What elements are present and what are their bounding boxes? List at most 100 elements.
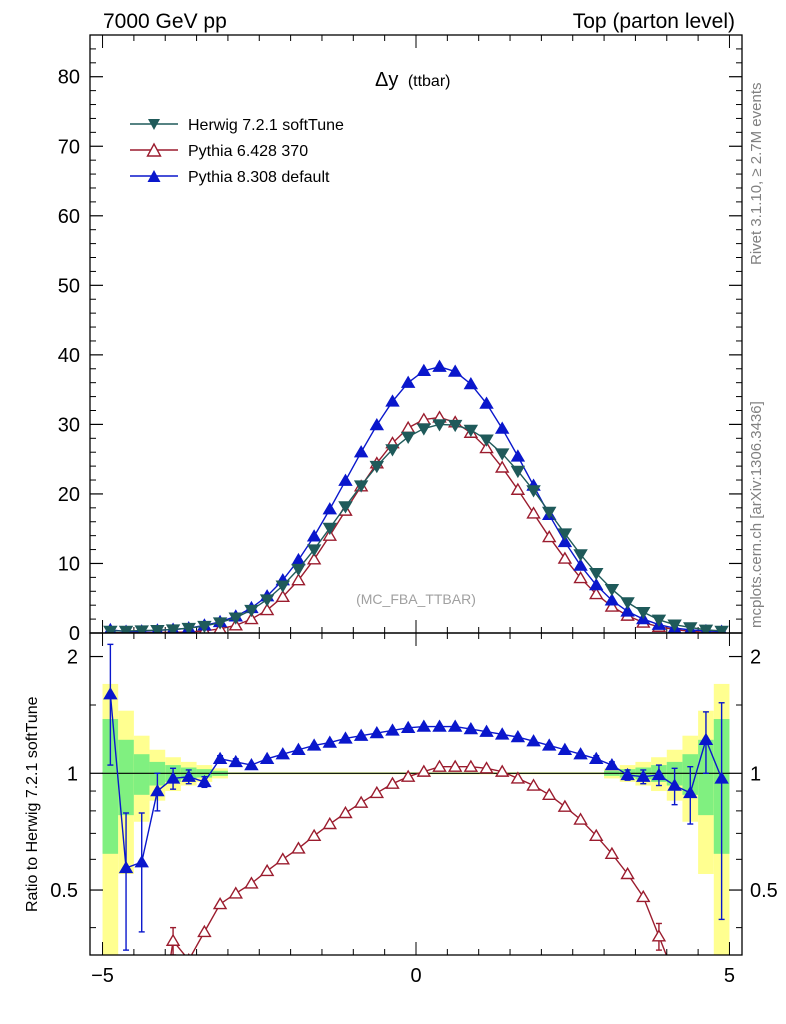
- x-tick-label: 5: [724, 965, 735, 987]
- data-point: [275, 852, 291, 865]
- main-y-tick-label: 40: [58, 345, 80, 367]
- data-point: [636, 606, 651, 620]
- data-point: [526, 485, 541, 498]
- main-y-tick-label: 20: [58, 484, 80, 506]
- series-pythia-8-308-default: [103, 643, 729, 951]
- data-point: [510, 729, 526, 743]
- data-point: [526, 506, 541, 519]
- data-point: [385, 723, 400, 736]
- data-point: [306, 738, 322, 751]
- data-point: [479, 761, 494, 774]
- analysis-annotation: (MC_FBA_TTBAR): [356, 591, 476, 607]
- band-inner-bin: [102, 719, 119, 854]
- data-point: [400, 769, 416, 782]
- data-point: [620, 767, 635, 781]
- ratio-y-tick-label: 1: [67, 763, 78, 785]
- data-point: [369, 460, 385, 474]
- data-point: [510, 449, 526, 462]
- data-point: [400, 420, 416, 434]
- data-point: [432, 759, 447, 772]
- data-point: [651, 929, 667, 942]
- data-point: [651, 767, 667, 781]
- data-point: [353, 480, 369, 493]
- ratio-axis-ticks: 0.5 0.5 1 1 2 2 −5 0 5: [50, 633, 778, 987]
- ratio-series-layer: [103, 643, 729, 955]
- series-line: [170, 765, 668, 955]
- data-point: [291, 742, 306, 755]
- data-point: [447, 719, 463, 732]
- ratio-y-tick-label-right: 0.5: [750, 880, 778, 902]
- series-line: [110, 416, 722, 633]
- ratio-y-axis-label: Ratio to Herwig 7.2.1 softTune: [24, 696, 41, 912]
- data-point: [228, 754, 243, 768]
- data-point: [479, 434, 494, 447]
- data-point: [385, 444, 400, 457]
- data-point: [416, 764, 432, 777]
- data-point: [259, 594, 275, 607]
- data-point: [259, 751, 275, 764]
- data-point: [541, 738, 557, 751]
- data-point: [369, 785, 385, 799]
- data-point: [589, 577, 604, 591]
- ratio-plot-frame: [89, 632, 743, 956]
- data-point: [165, 933, 181, 946]
- data-point: [604, 583, 620, 597]
- data-point: [651, 614, 667, 627]
- main-y-tick-label: 60: [58, 206, 80, 228]
- data-point: [118, 860, 134, 874]
- data-point: [636, 889, 651, 903]
- legend-marker-pythia6: [146, 142, 162, 157]
- legend-label-pythia8: Pythia 8.308 default: [188, 169, 330, 186]
- data-point: [526, 734, 541, 747]
- data-point: [187, 952, 190, 955]
- data-point: [197, 924, 212, 938]
- header-left: 7000 GeV pp: [103, 10, 227, 33]
- band-inner-bin: [118, 739, 134, 816]
- data-point: [369, 418, 385, 431]
- data-point: [698, 624, 714, 633]
- data-point: [604, 757, 620, 771]
- data-point: [573, 549, 588, 562]
- data-point: [541, 506, 557, 520]
- legend-entry-pythia6: Pythia 6.428 370: [130, 142, 308, 160]
- data-point: [557, 528, 573, 541]
- data-point: [291, 841, 306, 854]
- data-point: [291, 563, 306, 577]
- data-point: [134, 625, 149, 633]
- data-point: [620, 604, 635, 617]
- data-point: [306, 529, 322, 542]
- data-point: [589, 586, 604, 600]
- x-tick-label: 0: [410, 965, 421, 987]
- data-point: [416, 719, 432, 732]
- data-point: [698, 732, 714, 745]
- data-point: [526, 778, 541, 791]
- data-point: [259, 602, 275, 616]
- data-point: [573, 812, 588, 825]
- data-point: [353, 728, 369, 741]
- legend-label-pythia6: Pythia 6.428 370: [188, 143, 308, 160]
- band-inner-bin: [133, 754, 150, 795]
- data-point: [494, 764, 510, 777]
- data-point: [322, 816, 338, 830]
- data-point: [714, 771, 729, 784]
- data-point: [103, 625, 118, 633]
- data-point: [447, 364, 463, 377]
- plot-title-sub: (ttbar): [408, 73, 451, 90]
- data-point: [573, 747, 588, 760]
- data-point: [432, 719, 447, 732]
- data-point: [244, 612, 259, 625]
- data-point: [150, 625, 165, 633]
- x-tick-label: −5: [91, 965, 114, 987]
- data-point: [589, 828, 604, 841]
- legend: Herwig 7.2.1 softTune Pythia 6.428 370 P…: [130, 117, 344, 186]
- data-point: [683, 622, 698, 633]
- data-point: [463, 424, 479, 438]
- plot-title: Δy (ttbar): [375, 69, 450, 91]
- mcplots-label: mcplots.cern.ch [arXiv:1306.3436]: [748, 401, 765, 628]
- main-y-tick-label: 30: [58, 414, 80, 436]
- data-point: [338, 731, 353, 744]
- data-point: [604, 593, 620, 606]
- main-y-tick-label: 70: [58, 136, 80, 158]
- ratio-y-tick-label: 0.5: [50, 880, 78, 902]
